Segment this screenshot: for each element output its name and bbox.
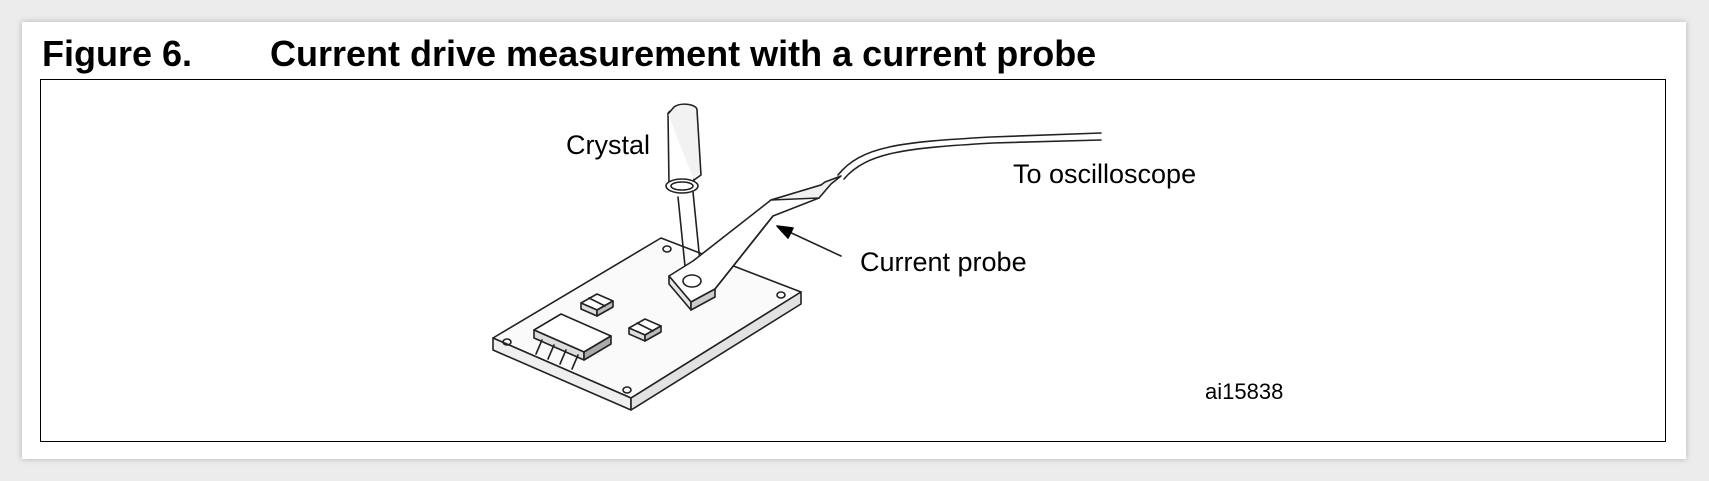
crystal-label: Crystal — [566, 130, 651, 160]
ic-chip — [533, 313, 612, 370]
probe-cable — [837, 132, 1102, 180]
probe-arrow — [776, 225, 842, 257]
current-probe — [668, 175, 842, 311]
smd-component-1 — [580, 293, 614, 317]
document-page: Figure 6. Current drive measurement with … — [22, 22, 1686, 459]
crystal-can — [665, 103, 702, 194]
figure-number: Figure 6. — [42, 33, 193, 74]
figure-caption: Figure 6. Current drive measurement with … — [42, 32, 1096, 76]
figure-title: Current drive measurement with a current… — [270, 33, 1097, 74]
oscilloscope-label: To oscilloscope — [1013, 159, 1197, 189]
measurement-illustration — [492, 103, 1102, 411]
figure-frame: Crystal To oscilloscope Current probe ai… — [40, 79, 1666, 442]
current-probe-label: Current probe — [860, 247, 1027, 277]
figure-reference-code: ai15838 — [1205, 379, 1284, 404]
smd-component-2 — [628, 318, 662, 342]
